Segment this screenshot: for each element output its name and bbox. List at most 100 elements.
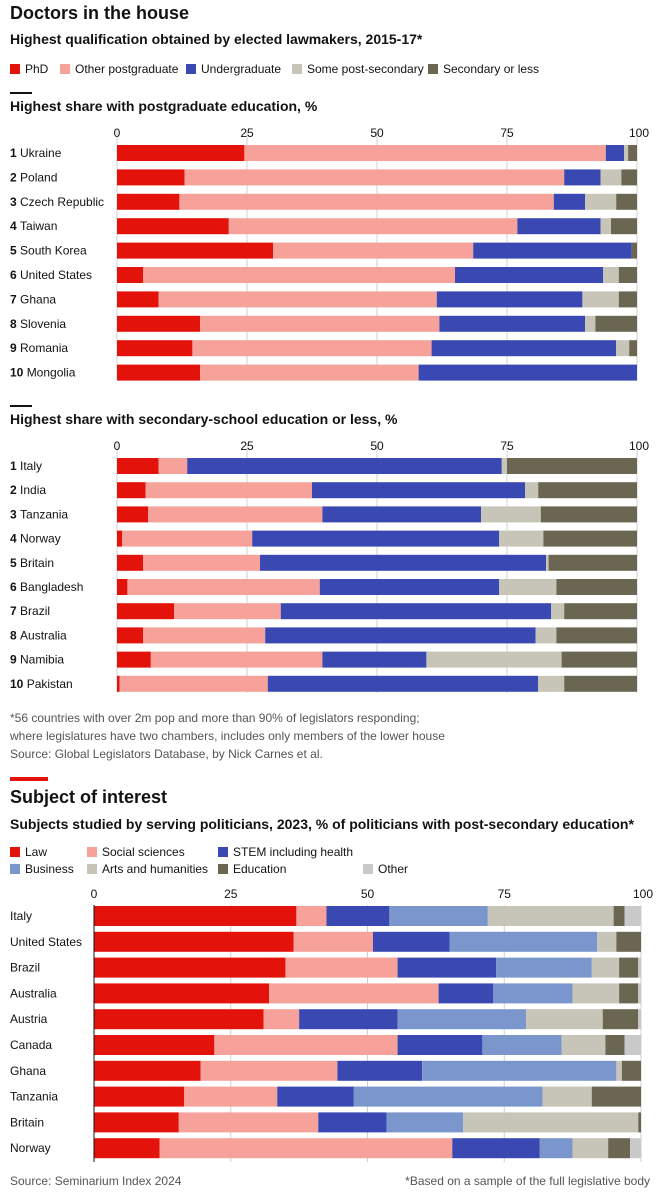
bar-segment	[628, 145, 637, 161]
bar-segment	[263, 1009, 300, 1030]
bar-segment	[487, 906, 614, 926]
tick-label: 75	[500, 126, 514, 140]
legend-label: Other postgraduate	[75, 62, 179, 76]
country-name: Namibia	[20, 653, 64, 667]
section2-subtitle: Subjects studied by serving politicians,…	[10, 816, 634, 832]
legend-item-some-post-secondary: Some post-secondary	[292, 62, 424, 76]
bar-segment	[143, 627, 266, 644]
tick-label: 50	[370, 126, 384, 140]
legend-swatch	[363, 864, 373, 874]
bar-segment	[449, 931, 598, 952]
bar-segment	[572, 983, 620, 1004]
bar-segment	[618, 267, 637, 283]
bar-segment	[426, 651, 562, 668]
row-label: Brazil	[10, 961, 40, 975]
bar-segment	[539, 1138, 573, 1159]
bar-segment	[452, 1138, 540, 1159]
bar-segment	[386, 1112, 464, 1133]
bar-segment	[312, 482, 526, 499]
country-name: Tanzania	[20, 507, 68, 521]
bar-segment	[422, 1060, 617, 1081]
bar-segment	[119, 675, 268, 692]
panel-rule	[10, 92, 32, 94]
bar-segment	[585, 315, 596, 332]
bar-segment	[200, 1060, 338, 1081]
rank-number: 10	[10, 366, 27, 380]
row-label: 10 Mongolia	[10, 366, 76, 380]
row-label: 2 Poland	[10, 170, 57, 184]
row-label: 1 Ukraine	[10, 146, 62, 160]
bar-segment	[158, 291, 437, 308]
bar-segment	[187, 458, 502, 474]
bar-segment	[397, 1035, 483, 1055]
bar-segment	[174, 603, 281, 620]
panel2-title: Highest share with secondary-school educ…	[10, 411, 398, 427]
rank-number: 8	[10, 317, 20, 331]
tick-label: 0	[114, 126, 121, 140]
bar-segment	[94, 906, 297, 926]
bar-segment	[543, 530, 637, 547]
rank-number: 7	[10, 292, 20, 306]
bar-segment	[353, 1086, 543, 1107]
bar-segment	[145, 482, 312, 499]
bar-segment	[244, 145, 606, 161]
bar-segment	[493, 983, 573, 1004]
bar-segment	[564, 169, 601, 186]
bar-segment	[482, 1035, 562, 1055]
bar-segment	[591, 957, 620, 978]
bar-segment	[117, 267, 143, 283]
row-label: Italy	[10, 909, 32, 923]
legend-label: Business	[25, 862, 74, 876]
bar-segment	[94, 1009, 264, 1030]
bar-segment	[293, 931, 373, 952]
country-name: Italy	[20, 459, 42, 473]
bar-segment	[540, 506, 637, 523]
country-name: Norway	[20, 532, 61, 546]
legend-item-other-postgraduate: Other postgraduate	[60, 62, 178, 76]
bar-segment	[431, 340, 617, 357]
legend-swatch	[87, 864, 97, 874]
bar-segment	[595, 315, 637, 332]
legend-swatch	[292, 64, 302, 74]
legend-swatch	[10, 864, 20, 874]
bar-segment	[94, 983, 270, 1004]
section-red-rule	[10, 777, 48, 781]
row-label: 8 Slovenia	[10, 317, 66, 331]
bar-segment	[127, 579, 320, 595]
tick-label: 75	[500, 439, 514, 453]
bar-segment	[585, 193, 617, 210]
bar-segment	[200, 364, 419, 381]
bar-segment	[326, 906, 390, 926]
bar-segment	[260, 554, 546, 571]
bar-segment	[184, 169, 565, 186]
bar-segment	[616, 193, 637, 210]
bar-segment	[538, 482, 637, 499]
row-label: 9 Namibia	[10, 653, 64, 667]
bar-segment	[603, 267, 619, 283]
country-name: South Korea	[20, 244, 87, 258]
bar-segment	[94, 1035, 215, 1055]
bar-segment	[621, 169, 637, 186]
bar-segment	[200, 315, 440, 332]
bar-segment	[117, 364, 201, 381]
legend-item-other: Other	[363, 862, 408, 876]
bar-segment	[638, 1009, 641, 1030]
legend-label: STEM including health	[233, 845, 354, 859]
bar-segment	[605, 1035, 625, 1055]
bar-segment	[600, 218, 611, 235]
legend-label: Other	[378, 862, 409, 876]
bar-segment	[267, 675, 539, 692]
row-label: Norway	[10, 1141, 51, 1155]
bar-segment	[150, 651, 323, 668]
bar-segment	[525, 482, 539, 499]
bar-segment	[556, 579, 637, 595]
rank-number: 3	[10, 507, 20, 521]
bar-segment	[455, 267, 604, 283]
bar-segment	[117, 315, 201, 332]
bar-segment	[564, 603, 637, 620]
bar-segment	[602, 1009, 639, 1030]
legend-label: Education	[233, 862, 287, 876]
row-label: 2 India	[10, 483, 46, 497]
legend-item-undergraduate: Undergraduate	[186, 62, 281, 76]
